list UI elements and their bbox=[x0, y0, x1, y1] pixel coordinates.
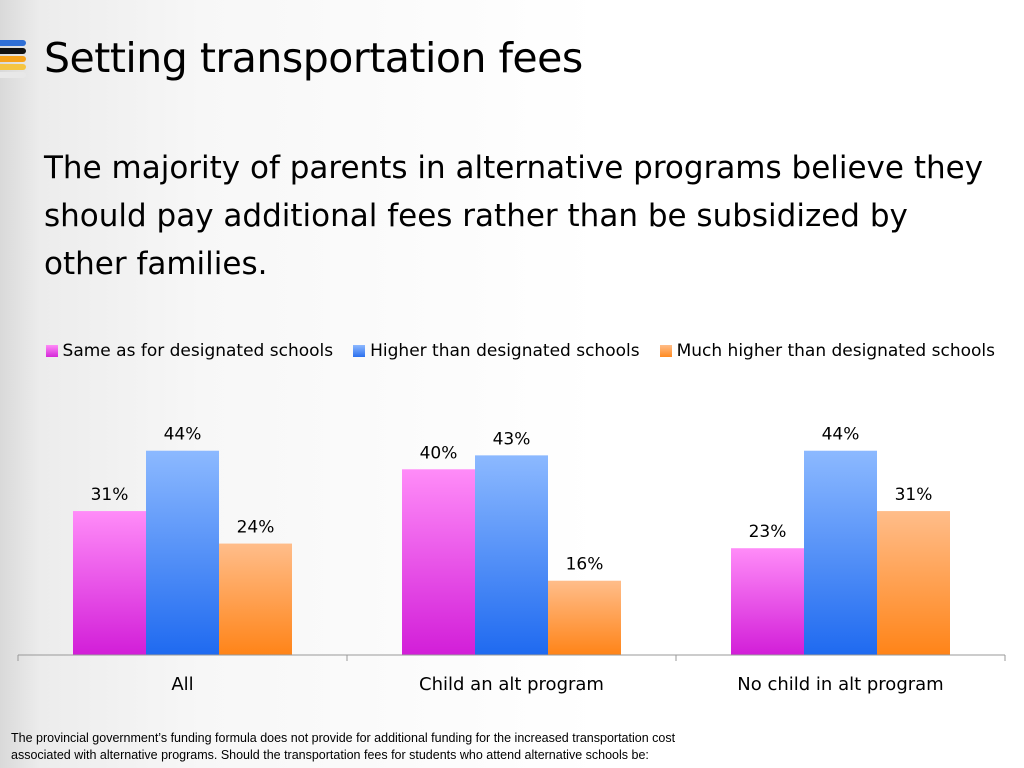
category-label-0: All bbox=[171, 674, 193, 695]
footnote: The provincial government’s funding form… bbox=[11, 731, 676, 762]
legend-item-same: Same as for designated schools bbox=[45, 340, 334, 362]
bar-2-0 bbox=[219, 543, 292, 655]
page-title: Setting transportation fees bbox=[44, 34, 583, 82]
bar-1-2 bbox=[804, 450, 877, 655]
data-label-0-2: 23% bbox=[749, 522, 787, 542]
bar-0-0 bbox=[73, 511, 146, 655]
chart-legend: Same as for designated schools Higher th… bbox=[40, 340, 995, 362]
bar-1-1 bbox=[475, 455, 548, 655]
legend-item-higher: Higher than designated schools bbox=[353, 340, 640, 362]
title-decoration bbox=[0, 40, 26, 86]
legend-swatch-much-higher bbox=[659, 345, 672, 357]
legend-swatch-higher bbox=[353, 345, 366, 357]
legend-item-much-higher: Much higher than designated schools bbox=[659, 340, 995, 362]
page-subtitle: The majority of parents in alternative p… bbox=[44, 150, 984, 282]
category-label-2: No child in alt program bbox=[737, 674, 943, 695]
data-label-1-1: 43% bbox=[493, 429, 531, 449]
legend-label-much-higher: Much higher than designated schools bbox=[676, 341, 995, 361]
legend-label-same: Same as for designated schools bbox=[62, 341, 334, 361]
data-label-1-2: 44% bbox=[822, 425, 860, 445]
legend-swatch-same bbox=[45, 345, 58, 357]
category-label-1: Child an alt program bbox=[419, 674, 604, 695]
bar-0-2 bbox=[731, 548, 804, 655]
bar-0-1 bbox=[402, 469, 475, 655]
data-label-0-0: 31% bbox=[91, 485, 129, 505]
bar-1-0 bbox=[146, 450, 219, 655]
data-label-2-2: 31% bbox=[895, 485, 933, 505]
bar-2-2 bbox=[877, 511, 950, 655]
bar-2-1 bbox=[548, 580, 621, 655]
data-label-0-1: 40% bbox=[420, 443, 458, 463]
legend-label-higher: Higher than designated schools bbox=[370, 341, 640, 361]
data-label-2-1: 16% bbox=[566, 555, 604, 575]
data-label-2-0: 24% bbox=[237, 518, 275, 538]
data-label-1-0: 44% bbox=[164, 425, 202, 445]
